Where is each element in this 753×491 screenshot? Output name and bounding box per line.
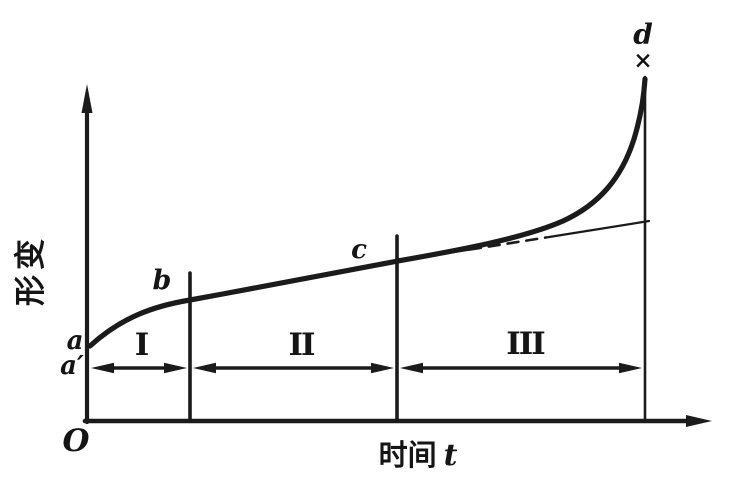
point-a-label: a [66,326,84,356]
point-c-label: c [351,235,367,265]
point-b-label: b [152,265,172,296]
stage1-label: I [134,327,150,363]
x-axis-label-text: 时间 [378,438,437,472]
extrapolation-line-end [544,219,651,239]
x-axis-label: 时间 t [348,441,488,471]
stage2-label: II [288,327,315,363]
stage1-arrow [91,362,187,374]
rupture-x-marker-icon: × [633,47,653,74]
point-d-label: d [633,18,653,51]
stage3-label: III [506,326,546,362]
origin-label: O [62,423,90,459]
x-axis-variable: t [443,438,458,473]
creep-curve [87,76,648,349]
stage2-arrow [193,362,394,374]
stage3-arrow [400,362,642,374]
x-axis-arrowhead [686,415,712,427]
y-axis-arrowhead [81,84,93,113]
y-axis-label: 形变 [13,234,49,306]
extrapolation-line-dashed [468,236,548,251]
point-a-prime-label: a′ [60,351,84,381]
